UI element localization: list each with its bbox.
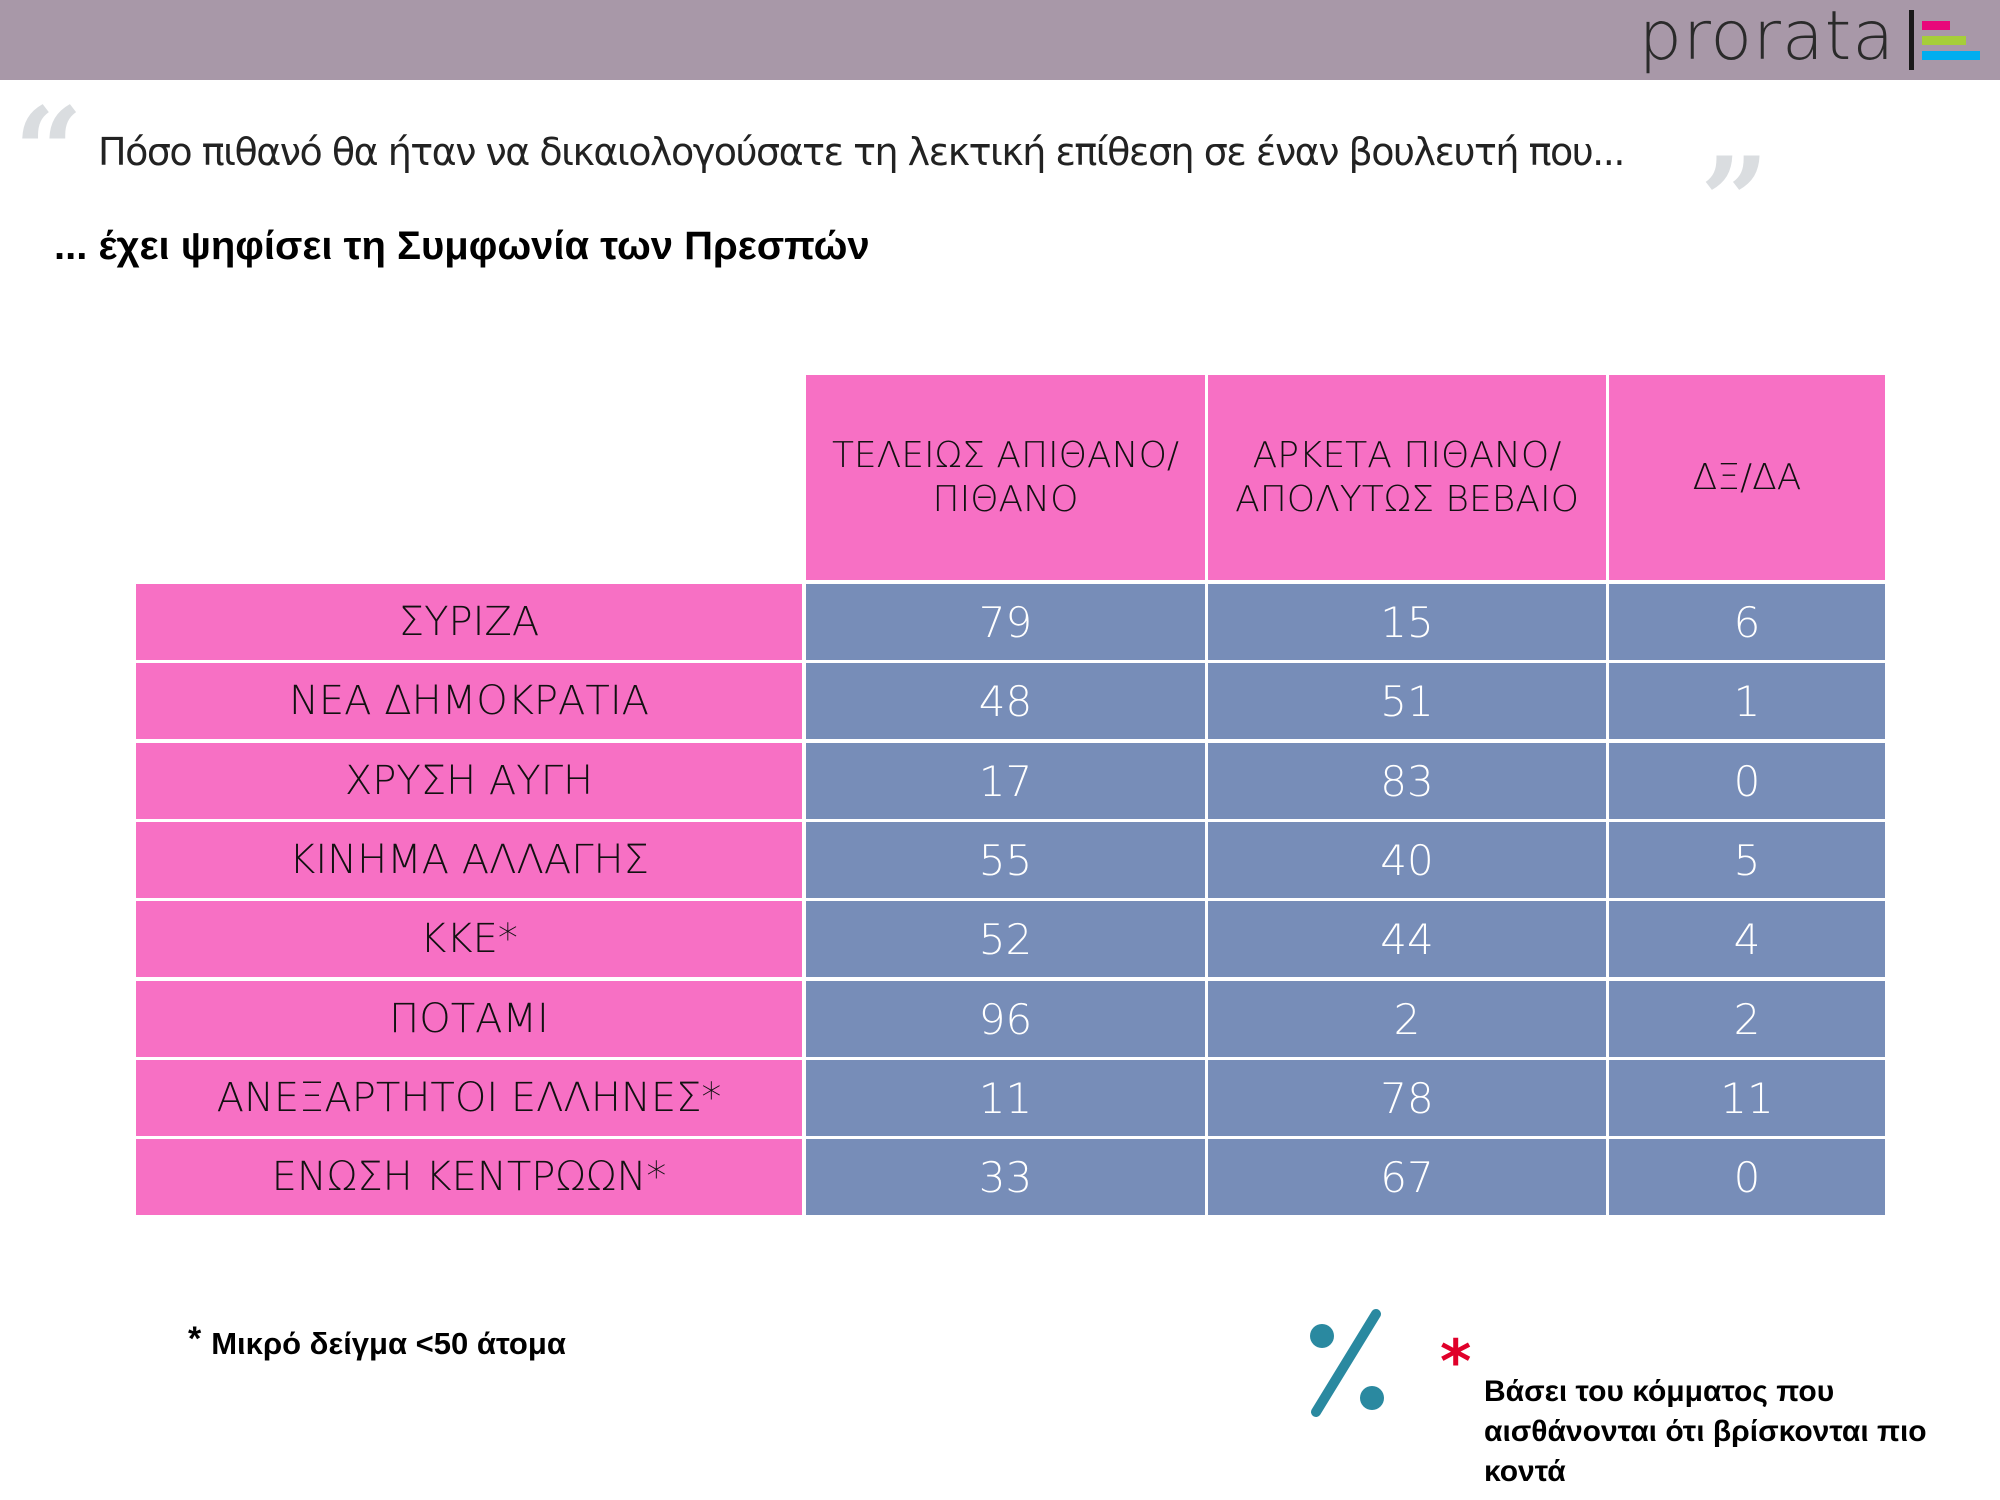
table-cell: 4 [1609,901,1885,977]
table-cell: 1 [1609,663,1885,739]
table-cell: 44 [1208,901,1606,977]
asterisk-icon: * [188,1320,202,1358]
row-label: ΠΟΤΑΜΙ [136,981,802,1057]
percent-icon [1310,1309,1384,1417]
logo-bar-pink [1922,20,1950,30]
logo-bar-blue [1922,50,1980,60]
row-label: ΣΥΡΙΖΑ [136,584,802,660]
table-cell: 0 [1609,1139,1885,1215]
table-cell: 2 [1208,981,1606,1057]
logo-bars-icon [1922,20,1980,60]
table-cell: 51 [1208,663,1606,739]
row-label: ΚΚΕ* [136,901,802,977]
table-cell: 2 [1609,981,1885,1057]
logo-bar-green [1922,35,1966,45]
row-label: ΕΝΩΣΗ ΚΕΝΤΡΩΩΝ* [136,1139,802,1215]
table-cell: 52 [806,901,1205,977]
logo-divider [1909,10,1914,70]
column-header: ΑΡΚΕΤΑ ΠΙΘΑΝΟ/ΑΠΟΛΥΤΩΣ ΒΕΒΑΙΟ [1208,375,1606,580]
red-asterisk-icon: * [1440,1327,1472,1397]
table-cell: 78 [1208,1060,1606,1136]
column-header: ΤΕΛΕΙΩΣ ΑΠΙΘΑΝΟ/ΠΙΘΑΝΟ [806,375,1205,580]
table-cell: 0 [1609,743,1885,819]
column-header: ΔΞ/ΔΑ [1609,375,1885,580]
row-label: ΝΕΑ ΔΗΜΟΚΡΑΤΙΑ [136,663,802,739]
table-cell: 17 [806,743,1205,819]
table-cell: 55 [806,822,1205,898]
table-cell: 6 [1609,584,1885,660]
row-label: ΧΡΥΣΗ ΑΥΓΗ [136,743,802,819]
table-cell: 67 [1208,1139,1606,1215]
table-cell: 83 [1208,743,1606,819]
logo-text: prorata [1638,0,1895,76]
close-quote-icon: ” [1700,131,1770,272]
table-cell: 96 [806,981,1205,1057]
top-bar: prorata [0,0,2000,80]
table-cell: 11 [806,1060,1205,1136]
small-sample-note: * Μικρό δείγμα <50 άτομα [188,1320,566,1362]
subtitle: ... έχει ψηφίσει τη Συμφωνία των Πρεσπών [54,224,870,268]
table-cell: 15 [1208,584,1606,660]
table-cell: 79 [806,584,1205,660]
table-cell: 48 [806,663,1205,739]
small-sample-text: Μικρό δείγμα <50 άτομα [211,1326,566,1361]
party-basis-note: Βάσει του κόμματος που αισθάνονται ότι β… [1484,1375,1927,1488]
table-cell: 33 [806,1139,1205,1215]
prorata-logo: prorata [1639,0,1980,80]
question-text: Πόσο πιθανό θα ήταν να δικαιολογούσατε τ… [98,130,1625,174]
table-cell: 5 [1609,822,1885,898]
table-cell: 40 [1208,822,1606,898]
row-label: ΑΝΕΞΑΡΤΗΤΟΙ ΕΛΛΗΝΕΣ* [136,1060,802,1136]
open-quote-icon: “ [14,81,84,222]
row-label: ΚΙΝΗΜΑ ΑΛΛΑΓΗΣ [136,822,802,898]
table-cell: 11 [1609,1060,1885,1136]
